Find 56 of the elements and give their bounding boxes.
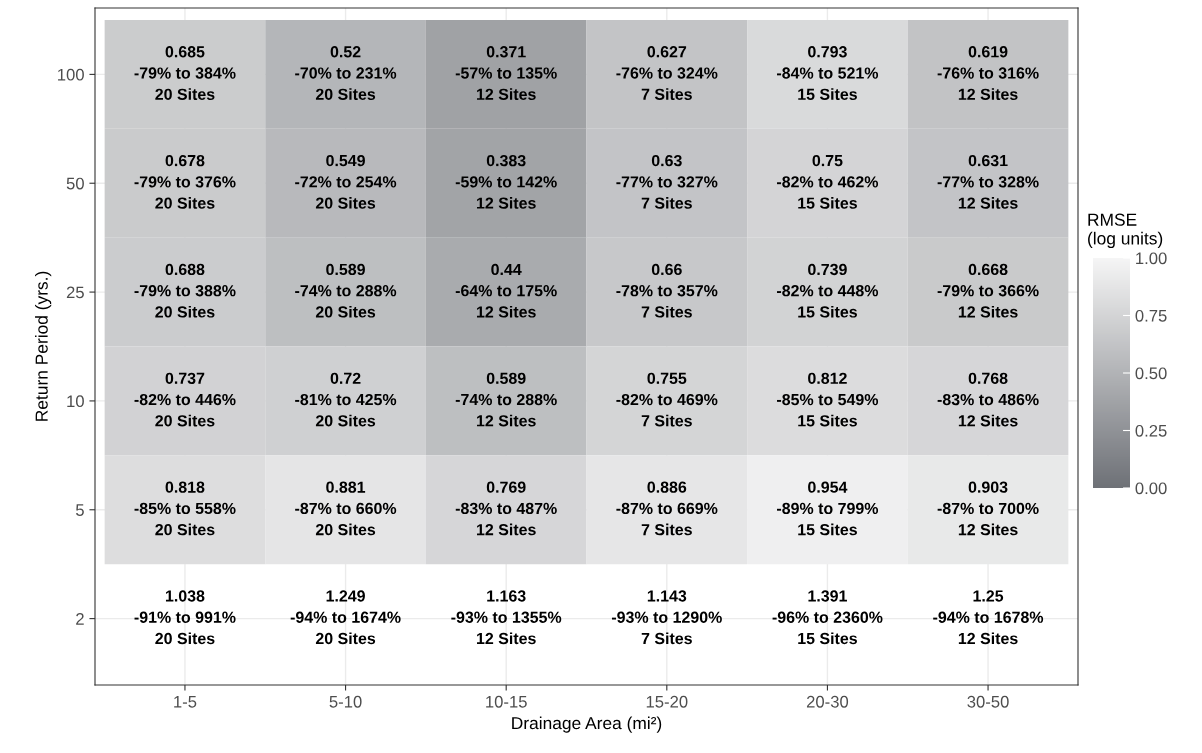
data-label: 0.589 -74% to 288% 20 Sites <box>295 263 397 318</box>
data-label: 0.668 -79% to 366% 12 Sites <box>937 263 1039 318</box>
data-label: 1.038 -91% to 991% 20 Sites <box>134 590 236 645</box>
data-label: 0.631 -77% to 328% 12 Sites <box>937 154 1039 209</box>
x-tick-label: 10-15 <box>486 695 527 708</box>
data-label: 0.886 -87% to 669% 7 Sites <box>616 481 718 536</box>
data-label: 0.383 -59% to 142% 12 Sites <box>455 154 557 209</box>
data-label: 1.249 -94% to 1674% 20 Sites <box>290 590 401 645</box>
data-label: 0.739 -82% to 448% 15 Sites <box>777 263 879 318</box>
data-label: 0.688 -79% to 388% 20 Sites <box>134 263 236 318</box>
data-label: 0.72 -81% to 425% 20 Sites <box>295 372 397 427</box>
data-label: 0.793 -84% to 521% 15 Sites <box>777 46 879 100</box>
data-label: 1.163 -93% to 1355% 12 Sites <box>451 590 562 645</box>
color-bar-label: 0.25 <box>1135 424 1167 437</box>
data-label: 0.737 -82% to 446% 20 Sites <box>134 372 236 427</box>
color-bar-label: 0.75 <box>1135 309 1167 322</box>
data-label: 0.371 -57% to 135% 12 Sites <box>455 46 557 100</box>
data-label: 0.881 -87% to 660% 20 Sites <box>295 481 397 536</box>
data-label: 0.755 -82% to 469% 7 Sites <box>616 372 718 427</box>
data-label: 0.812 -85% to 549% 15 Sites <box>777 372 879 427</box>
x-tick-label: 1-5 <box>174 696 197 708</box>
color-bar-label: 0.00 <box>1135 482 1167 495</box>
data-label: 0.63 -77% to 327% 7 Sites <box>616 154 718 209</box>
data-label: 0.619 -76% to 316% 12 Sites <box>937 46 1039 100</box>
color-bar-title: RMSE (log units) <box>1088 213 1163 248</box>
y-tick-label: 25 <box>66 286 84 299</box>
data-label: 0.66 -78% to 357% 7 Sites <box>616 263 718 318</box>
data-label: 0.589 -74% to 288% 12 Sites <box>455 372 557 427</box>
data-label: 1.25 -94% to 1678% 12 Sites <box>933 590 1044 645</box>
data-label: 1.391 -96% to 2360% 15 Sites <box>772 590 883 645</box>
x-axis-title: Drainage Area (mi²) <box>512 716 662 733</box>
y-tick-label: 5 <box>75 504 84 516</box>
data-label: 1.143 -93% to 1290% 7 Sites <box>611 590 722 645</box>
data-label: 0.768 -83% to 486% 12 Sites <box>937 372 1039 427</box>
color-bar-label: 1.00 <box>1136 252 1167 265</box>
data-label: 0.52 -70% to 231% 20 Sites <box>295 46 397 100</box>
y-tick-label: 2 <box>76 613 84 625</box>
y-tick-label: 50 <box>66 177 84 190</box>
data-label: 0.75 -82% to 462% 15 Sites <box>777 154 879 209</box>
x-tick-label: 5-10 <box>329 695 362 708</box>
y-tick-label: 100 <box>58 68 84 81</box>
data-label: 0.685 -79% to 384% 20 Sites <box>134 46 236 100</box>
x-tick-label: 30-50 <box>967 695 1009 708</box>
data-label: 0.903 -87% to 700% 12 Sites <box>937 481 1039 536</box>
x-tick-label: 15-20 <box>646 695 688 708</box>
data-label: 0.769 -83% to 487% 12 Sites <box>455 481 557 536</box>
data-label: 0.549 -72% to 254% 20 Sites <box>295 154 397 209</box>
data-label: 0.818 -85% to 558% 20 Sites <box>134 481 236 536</box>
data-label: 0.954 -89% to 799% 15 Sites <box>777 481 879 536</box>
data-label: 0.678 -79% to 376% 20 Sites <box>134 154 236 209</box>
data-label: 0.44 -64% to 175% 12 Sites <box>455 263 557 318</box>
x-tick-label: 20-30 <box>806 695 849 708</box>
y-axis-title: Return Period (yrs.) <box>35 271 52 421</box>
data-label: 0.627 -76% to 324% 7 Sites <box>616 46 718 100</box>
color-bar-label: 0.50 <box>1135 367 1167 380</box>
y-tick-label: 10 <box>67 395 84 408</box>
